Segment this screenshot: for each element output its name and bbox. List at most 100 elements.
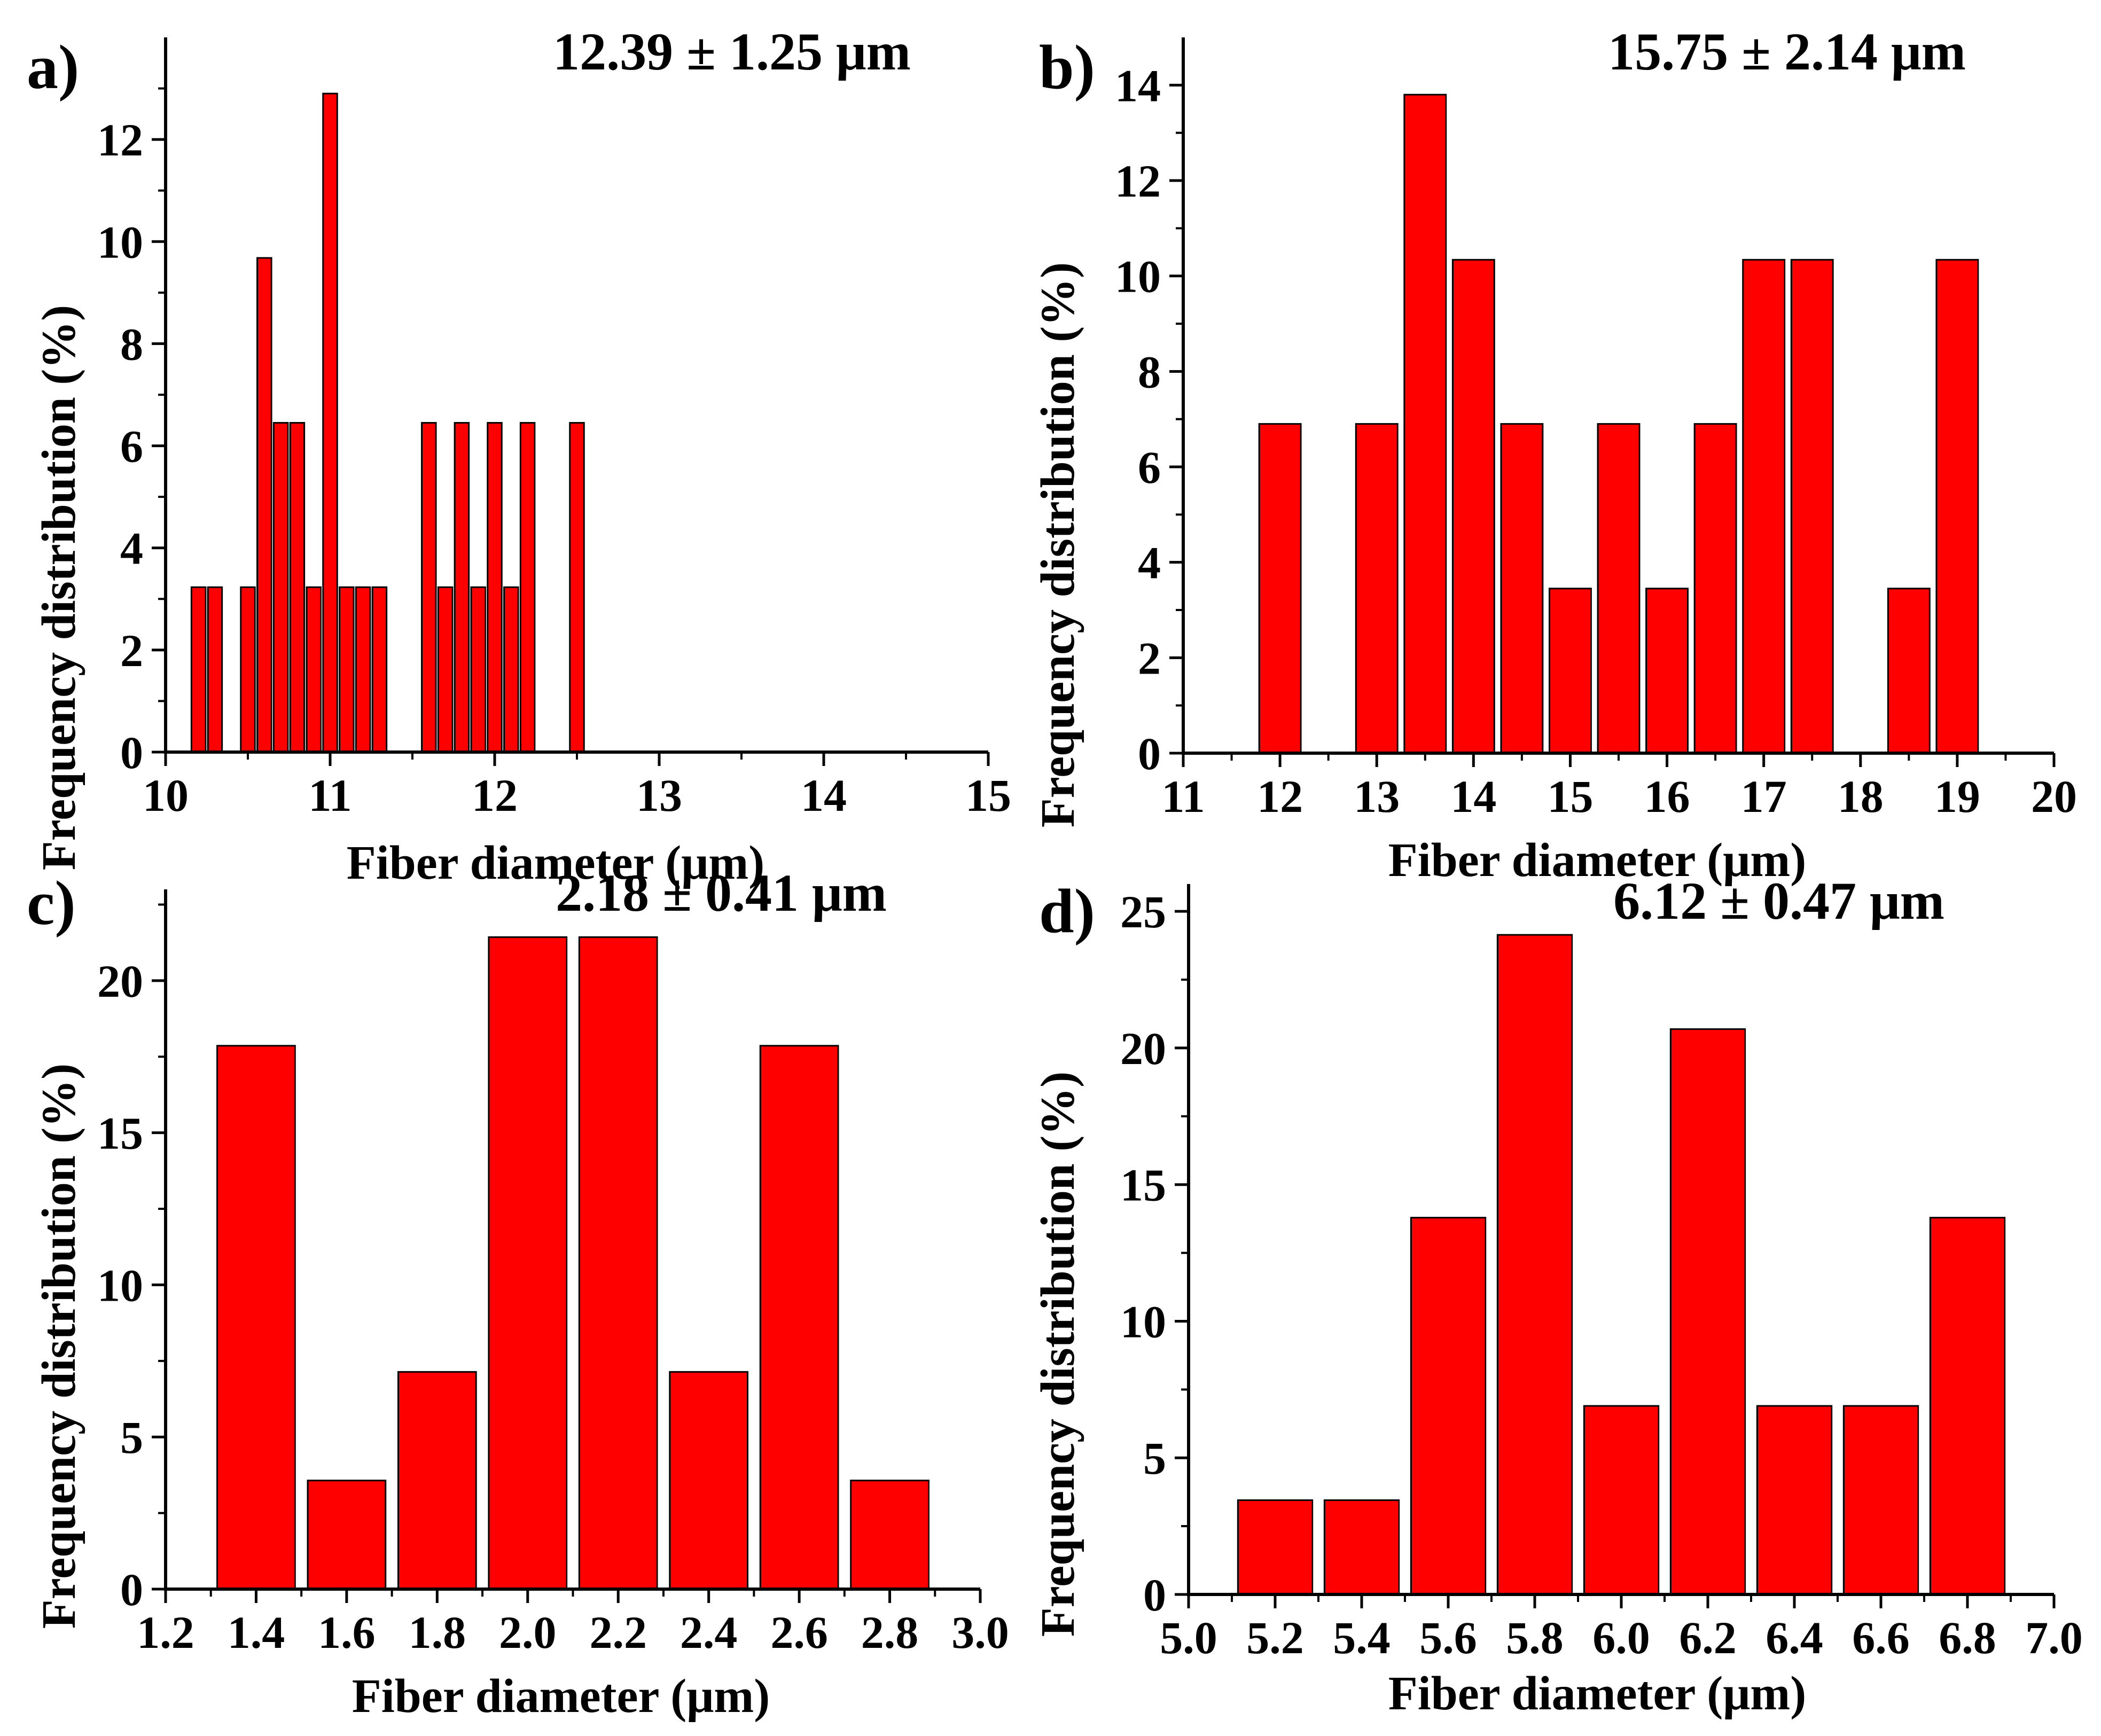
bar (1583, 1405, 1660, 1596)
bar (207, 586, 223, 753)
bar (240, 586, 256, 753)
x-tick-label: 5.0 (1160, 1612, 1217, 1663)
y-tick-label: 0 (120, 727, 143, 778)
x-tick-label: 16 (1644, 771, 1690, 822)
x-axis-title: Fiber diameter (μm) (347, 836, 764, 889)
x-tick-label: 2.8 (861, 1607, 919, 1658)
y-tick-label: 10 (1120, 1296, 1166, 1347)
x-tick-label: 2.4 (680, 1607, 738, 1658)
x-tick-label: 2.6 (770, 1607, 828, 1658)
bar (272, 422, 289, 753)
axes: 10 11 12 13 14 15 0 2 4 6 8 10 12 (97, 37, 1011, 821)
x-axis-title: Fiber diameter (μm) (1388, 1667, 1806, 1720)
y-tick-label: 6 (120, 421, 143, 472)
bar-series (190, 92, 585, 753)
x-tick-label: 12 (472, 770, 518, 821)
x-tick-label: 12 (1257, 771, 1303, 822)
bar (1237, 1499, 1314, 1596)
bar (1500, 423, 1544, 754)
y-tick-label: 10 (97, 216, 143, 268)
bar (397, 1371, 477, 1590)
x-tick-label: 19 (1934, 771, 1980, 822)
bar-series (216, 936, 930, 1590)
panel-d: d) 6.12 ± 0.47 μm Fiber diameter (μm) Fr… (1032, 871, 2083, 1720)
x-tick-label: 5.8 (1506, 1612, 1564, 1663)
bar (1549, 588, 1592, 754)
bar (519, 422, 536, 753)
bar (306, 586, 322, 753)
x-tick-label: 11 (308, 770, 352, 821)
x-tick-label: 6.2 (1679, 1612, 1737, 1663)
x-tick-label: 6.6 (1852, 1612, 1910, 1663)
bar (307, 1480, 387, 1590)
bar (1645, 588, 1689, 754)
mean-diameter-annotation: 15.75 ± 2.14 μm (1608, 22, 1966, 81)
bar-series (1237, 934, 2006, 1596)
panel-letter: c) (27, 868, 76, 938)
bar (578, 936, 658, 1590)
bar (190, 586, 207, 753)
y-tick-label: 15 (97, 1108, 143, 1159)
bar (1756, 1405, 1833, 1596)
bar (487, 422, 503, 753)
x-tick-label: 2.2 (589, 1607, 647, 1658)
x-tick-label: 5.2 (1246, 1612, 1304, 1663)
x-tick-label: 15 (1547, 771, 1593, 822)
panel-b: b) 15.75 ± 2.14 μm Fiber diameter (μm) F… (1032, 22, 2077, 887)
x-tick-label: 1.6 (318, 1607, 376, 1658)
y-tick-label: 10 (1115, 251, 1161, 302)
bar (421, 422, 437, 753)
bar (1597, 423, 1641, 754)
x-tick-label: 2.0 (499, 1607, 557, 1658)
x-tick-label: 6.4 (1766, 1612, 1823, 1663)
bar (256, 257, 272, 753)
panel-c: c) 2.18 ± 0.41 μm Fiber diameter (μm) Fr… (27, 863, 1009, 1723)
bar (289, 422, 306, 753)
axes: 5.0 5.2 5.4 5.6 5.8 6.0 6.2 6.4 6.6 6.8 7.0 0 5 10 15 2… (1120, 884, 2083, 1663)
y-tick-label: 12 (97, 114, 143, 166)
panel-letter: b) (1039, 32, 1095, 102)
y-tick-label: 8 (1138, 346, 1161, 397)
bar (322, 92, 338, 753)
y-tick-label: 12 (1115, 155, 1161, 207)
bar (759, 1045, 839, 1590)
x-tick-label: 13 (636, 770, 682, 821)
x-tick-label: 13 (1354, 771, 1400, 822)
y-tick-label: 4 (120, 523, 143, 574)
mean-diameter-annotation: 6.12 ± 0.47 μm (1613, 871, 1944, 930)
bar (1790, 259, 1834, 754)
x-tick-label: 5.4 (1333, 1612, 1391, 1663)
x-tick-label: 17 (1741, 771, 1787, 822)
panel-letter: a) (27, 32, 79, 102)
y-tick-label: 5 (120, 1412, 143, 1463)
bar (437, 586, 454, 753)
axes: 1.2 1.4 1.6 1.8 2.0 2.2 2.4 2.6 2.8 3.0 0 5 10 15 20 (97, 889, 1009, 1658)
bar (355, 586, 371, 753)
x-tick-label: 18 (1838, 771, 1884, 822)
bar (669, 1371, 749, 1590)
bar (339, 586, 355, 753)
x-tick-label: 10 (143, 770, 189, 821)
y-axis-title: Frequency distribution (%) (33, 1064, 85, 1629)
y-tick-label: 20 (1120, 1023, 1166, 1074)
y-tick-label: 2 (120, 625, 143, 676)
bar (1929, 1217, 2006, 1596)
x-tick-label: 5.6 (1419, 1612, 1477, 1663)
y-tick-label: 2 (1138, 632, 1161, 684)
y-tick-label: 5 (1143, 1433, 1166, 1484)
x-tick-label: 15 (965, 770, 1011, 821)
x-axis-title: Fiber diameter (μm) (1388, 834, 1806, 887)
y-axis-title: Frequency distribution (%) (1032, 262, 1084, 827)
y-tick-label: 4 (1138, 537, 1161, 589)
x-tick-label: 11 (1161, 771, 1205, 822)
bar (1935, 259, 1979, 754)
bar (1323, 1499, 1400, 1596)
x-axis-title: Fiber diameter (μm) (352, 1670, 770, 1723)
y-tick-label: 0 (1143, 1569, 1166, 1621)
bar (503, 586, 519, 753)
x-tick-label: 14 (801, 770, 847, 821)
bar (488, 936, 568, 1590)
y-axis-title: Frequency distribution (%) (1032, 1072, 1084, 1637)
bar (216, 1045, 296, 1590)
x-tick-label: 14 (1450, 771, 1496, 822)
